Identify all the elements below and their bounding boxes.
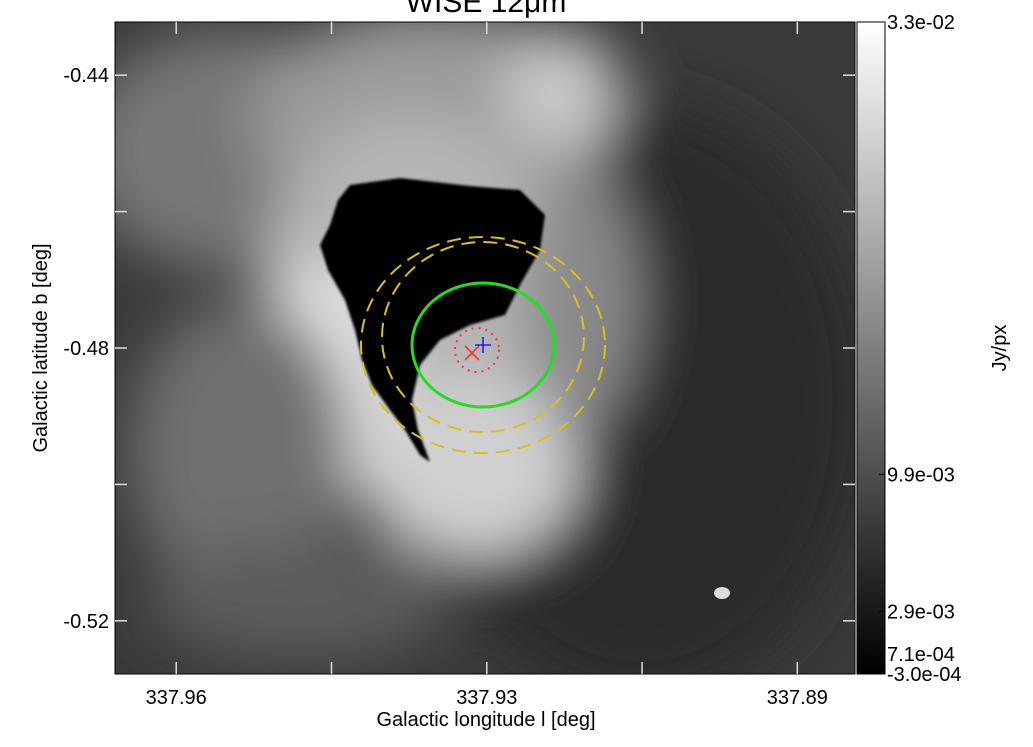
colorbar-tick-label: 9.9e-03	[887, 464, 955, 486]
x-tick-label: 337.96	[146, 687, 207, 709]
y-axis-label: Galactic latitude b [deg]	[30, 243, 52, 452]
colorbar-tick-label: 7.1e-04	[887, 644, 955, 666]
colorbar	[856, 21, 886, 675]
x-axis-label: Galactic longitude l [deg]	[376, 709, 595, 731]
chart-title: WISE 12μm	[406, 0, 567, 19]
colorbar-tick-label: 3.3e-02	[887, 12, 955, 34]
y-tick-label: -0.48	[63, 338, 109, 360]
colorbar-tick-label: 2.9e-03	[887, 601, 955, 623]
x-tick-label: 337.93	[456, 687, 517, 709]
colorbar-tick-label: -3.0e-04	[887, 664, 962, 686]
y-tick-label: -0.52	[63, 611, 109, 633]
x-tick-label: 337.89	[767, 687, 828, 709]
colorbar-label: Jy/px	[989, 325, 1011, 372]
sky-image	[115, 22, 855, 674]
y-tick-label: -0.44	[63, 65, 109, 87]
